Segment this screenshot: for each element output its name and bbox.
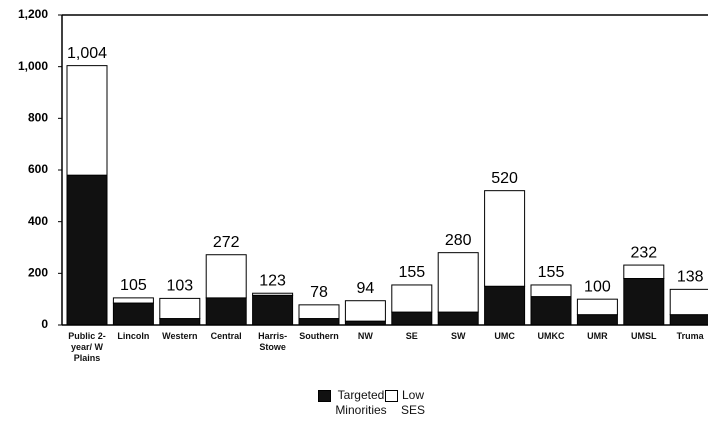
bar-segment xyxy=(112,302,154,326)
y-tick-label: 400 xyxy=(28,214,48,228)
y-tick-label: 800 xyxy=(28,111,48,125)
bar-segment xyxy=(391,311,433,326)
x-tick-label: Public 2-year/ W Plains xyxy=(68,331,106,363)
legend-item: Low SES xyxy=(385,388,426,418)
x-tick-label: SE xyxy=(405,331,418,341)
total-label: 123 xyxy=(259,272,286,289)
bar-segment xyxy=(576,298,618,316)
x-tick-label: NW xyxy=(357,331,373,341)
total-label: 94 xyxy=(357,280,375,297)
x-tick-label: Harris-Stowe xyxy=(258,331,288,352)
bar-segment xyxy=(623,264,665,280)
bar-segment xyxy=(298,304,340,320)
total-label: 78 xyxy=(310,284,328,301)
x-tick-label: Lincoln xyxy=(117,331,150,341)
bar-segment xyxy=(484,190,526,287)
bar-segment xyxy=(66,65,108,176)
legend-item: Targeted Minorities xyxy=(318,388,389,418)
total-label: 100 xyxy=(584,278,611,295)
x-tick-label: Southern xyxy=(299,331,339,341)
bar-segment xyxy=(530,284,572,298)
legend-swatch xyxy=(318,390,331,402)
bar-segment xyxy=(205,297,247,326)
legend-label: Low SES xyxy=(400,388,425,417)
total-label: 138 xyxy=(677,269,704,286)
y-tick-label: 0 xyxy=(41,317,48,331)
bar-segment xyxy=(391,284,433,313)
bar-segment xyxy=(530,296,572,326)
total-label: 232 xyxy=(630,244,657,261)
x-tick-label: UMR xyxy=(587,331,608,341)
y-tick-label: 1,200 xyxy=(18,7,48,21)
total-label: 155 xyxy=(538,264,565,281)
bar-segment xyxy=(344,300,386,322)
bar-segment xyxy=(669,314,708,326)
bar-segment xyxy=(484,285,526,326)
bar-segment xyxy=(576,314,618,326)
x-tick-label: SW xyxy=(450,331,466,341)
total-label: 520 xyxy=(491,170,518,187)
bar-segment xyxy=(669,288,708,316)
total-label: 280 xyxy=(445,232,472,249)
total-label: 1,004 xyxy=(67,45,107,62)
bar-segment xyxy=(205,254,247,299)
total-label: 272 xyxy=(213,234,240,251)
x-tick-label: Truma xyxy=(676,331,704,341)
x-tick-label: UMC xyxy=(494,331,515,341)
total-label: 103 xyxy=(166,278,193,295)
x-tick-label: Central xyxy=(210,331,242,341)
bar-segment xyxy=(298,318,340,326)
bar-segment xyxy=(112,297,154,304)
x-tick-label: UMSL xyxy=(631,331,657,341)
y-tick-label: 600 xyxy=(28,162,48,176)
bar-segment xyxy=(159,318,201,326)
total-label: 155 xyxy=(398,264,425,281)
total-label: 105 xyxy=(120,277,147,294)
bar-segment xyxy=(437,252,479,313)
y-tick-label: 1,000 xyxy=(18,59,48,73)
bar-segment xyxy=(252,292,294,296)
legend-swatch xyxy=(385,390,398,402)
bar-segment xyxy=(66,174,108,326)
bar-segment xyxy=(623,278,665,326)
y-tick-label: 200 xyxy=(28,266,48,280)
bar-segment xyxy=(159,297,201,320)
bar-segment xyxy=(252,294,294,326)
x-tick-label: Western xyxy=(162,331,198,341)
bar-segment xyxy=(437,311,479,326)
legend-label: Targeted Minorities xyxy=(335,388,387,417)
x-tick-label: UMKC xyxy=(537,331,565,341)
